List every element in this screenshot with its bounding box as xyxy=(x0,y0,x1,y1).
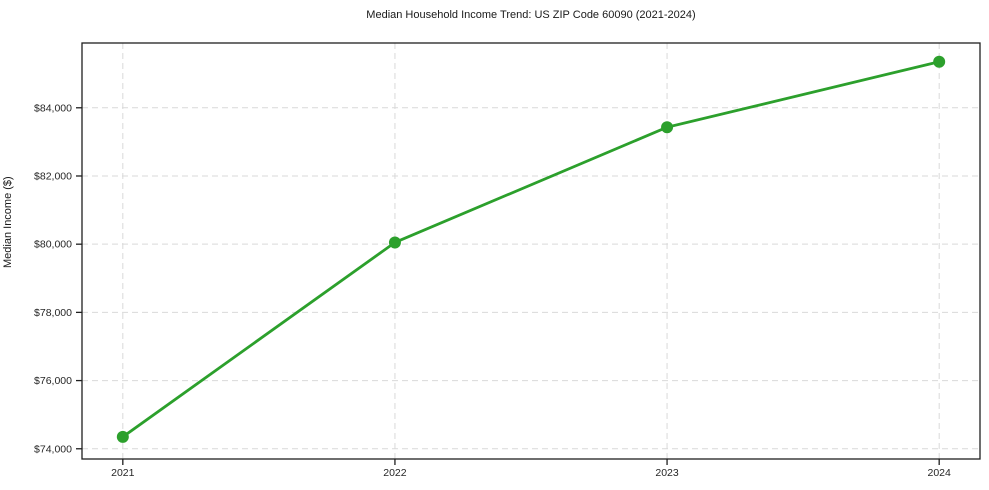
data-point-2022 xyxy=(388,236,401,249)
y-tick-label: $84,000 xyxy=(34,102,72,114)
x-tick-label: 2022 xyxy=(383,467,407,479)
plot-area-background xyxy=(82,43,980,459)
income-trend-line xyxy=(121,60,941,439)
x-tick-label: 2021 xyxy=(111,467,135,479)
x-tick-label: 2023 xyxy=(655,467,679,479)
data-point-2024 xyxy=(933,55,946,68)
data-point-2023 xyxy=(661,121,674,134)
y-tick-label: $76,000 xyxy=(34,375,72,387)
plot-border xyxy=(81,42,981,460)
x-tick-label: 2024 xyxy=(928,467,952,479)
y-tick-label: $74,000 xyxy=(34,443,72,455)
y-tick-label: $80,000 xyxy=(34,239,72,251)
data-point-2021 xyxy=(116,430,129,443)
y-tick-label: $78,000 xyxy=(34,307,72,319)
chart-title: Median Household Income Trend: US ZIP Co… xyxy=(366,9,696,21)
y-tick-label: $82,000 xyxy=(34,170,72,182)
